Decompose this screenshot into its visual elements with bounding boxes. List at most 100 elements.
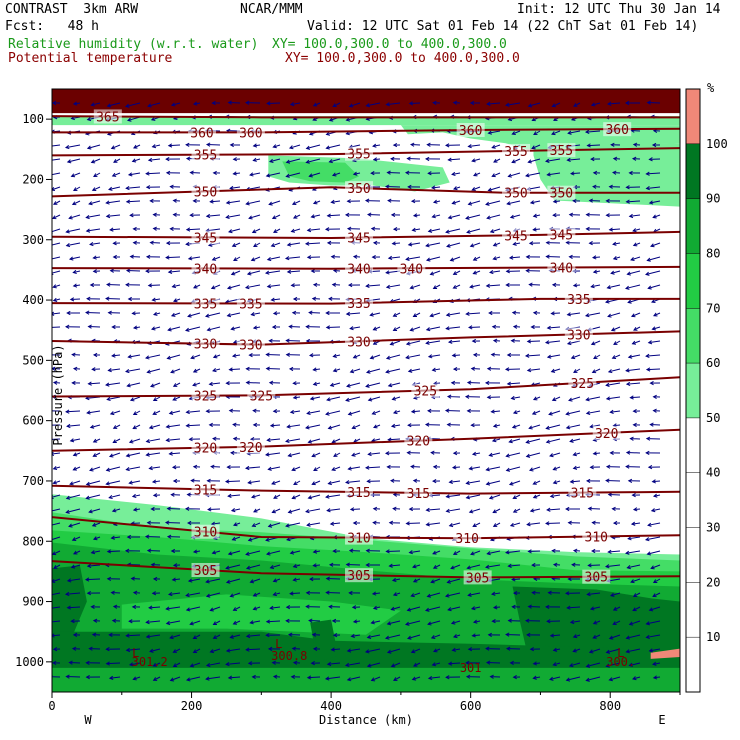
wind-vector — [527, 368, 541, 372]
wind-arrowhead — [511, 159, 516, 164]
wind-vector — [213, 620, 221, 625]
wind-vector — [305, 424, 321, 429]
wind-vector — [428, 228, 441, 232]
wind-arrowhead — [465, 495, 471, 500]
wind-vector — [507, 382, 521, 385]
theta-label: 335 — [239, 297, 262, 312]
wind-vector — [313, 466, 321, 471]
wind-arrowhead — [365, 562, 370, 568]
wind-vector — [353, 172, 361, 175]
wind-arrowhead — [84, 577, 90, 582]
wind-arrowhead — [624, 550, 630, 555]
wind-vector — [148, 284, 161, 287]
wind-arrowhead — [491, 144, 496, 149]
wind-arrowhead — [326, 213, 332, 218]
wind-arrowhead — [110, 145, 116, 150]
theta-label: 340 — [550, 262, 573, 277]
wind-arrowhead — [87, 324, 92, 329]
wind-vector — [470, 284, 481, 288]
y-axis-label: Pressure (hPa) — [51, 344, 65, 445]
wind-arrowhead — [252, 157, 257, 162]
wind-arrowhead — [204, 313, 210, 318]
wind-arrowhead — [248, 215, 253, 220]
wind-vector — [450, 564, 461, 569]
wind-arrowhead — [652, 408, 657, 413]
colorbar-band — [686, 363, 700, 418]
wind-arrowhead — [452, 634, 458, 639]
wind-arrowhead — [592, 170, 598, 175]
wind-vector — [230, 592, 241, 597]
wind-arrowhead — [91, 367, 96, 372]
wind-arrowhead — [410, 649, 416, 654]
wind-arrowhead — [527, 549, 532, 554]
wind-vector — [650, 242, 661, 247]
wind-vector — [345, 662, 361, 666]
wind-arrowhead — [532, 396, 538, 401]
wind-arrowhead — [311, 632, 317, 637]
wind-arrowhead — [332, 368, 338, 373]
wind-vector — [132, 494, 141, 498]
wind-arrowhead — [228, 367, 233, 372]
wind-arrowhead — [372, 506, 378, 511]
wind-arrowhead — [531, 117, 536, 122]
wind-arrowhead — [151, 144, 157, 149]
wind-vector — [250, 620, 261, 624]
theta-label: 355 — [347, 148, 370, 163]
wind-vector — [291, 466, 301, 471]
wind-arrowhead — [227, 100, 232, 105]
wind-vector — [53, 200, 61, 205]
wind-arrowhead — [128, 619, 133, 624]
wind-vector — [211, 522, 221, 525]
wind-vector — [471, 606, 481, 610]
wind-vector — [190, 662, 201, 667]
wind-arrowhead — [66, 159, 72, 164]
wind-arrowhead — [649, 380, 654, 386]
wind-arrowhead — [71, 201, 77, 206]
wind-vector — [169, 410, 181, 414]
wind-vector — [547, 354, 561, 358]
wind-arrowhead — [145, 185, 151, 190]
wind-vector — [346, 480, 361, 483]
wind-arrowhead — [447, 339, 453, 344]
wind-vector — [73, 186, 81, 191]
wind-arrowhead — [152, 397, 158, 401]
wind-arrowhead — [467, 647, 473, 652]
wind-vector — [406, 354, 421, 359]
wind-arrowhead — [425, 340, 430, 345]
wind-arrowhead — [69, 297, 75, 302]
wind-arrowhead — [172, 649, 177, 653]
wind-arrowhead — [365, 383, 370, 388]
wind-vector — [370, 312, 381, 316]
wind-vector — [106, 214, 121, 217]
wind-vector — [93, 438, 101, 443]
wind-vector — [530, 200, 541, 204]
wind-vector — [492, 172, 501, 177]
wind-arrowhead — [506, 201, 511, 206]
wind-arrowhead — [165, 170, 171, 175]
wind-vector — [486, 284, 501, 287]
wind-vector — [205, 312, 221, 317]
wind-arrowhead — [651, 479, 656, 484]
theta-label: 330 — [239, 338, 262, 353]
wind-arrowhead — [53, 565, 58, 569]
wind-arrowhead — [632, 607, 637, 612]
wind-arrowhead — [584, 129, 590, 134]
wind-arrowhead — [205, 676, 210, 681]
wind-vector — [209, 382, 221, 385]
wind-vector — [131, 522, 141, 525]
theta-label-bg — [345, 296, 374, 311]
wind-arrowhead — [307, 439, 312, 444]
wind-vector — [633, 326, 641, 331]
wind-arrowhead — [531, 590, 536, 595]
rh-region — [650, 648, 680, 659]
wind-arrowhead — [630, 579, 635, 584]
wind-arrowhead — [388, 520, 394, 525]
wind-arrowhead — [110, 590, 115, 595]
wind-arrowhead — [388, 563, 393, 568]
wind-arrowhead — [87, 381, 92, 386]
wind-arrowhead — [265, 619, 271, 624]
wind-arrowhead — [607, 369, 613, 374]
wind-arrowhead — [85, 660, 90, 665]
wind-arrowhead — [591, 369, 597, 374]
wind-arrowhead — [644, 537, 650, 542]
